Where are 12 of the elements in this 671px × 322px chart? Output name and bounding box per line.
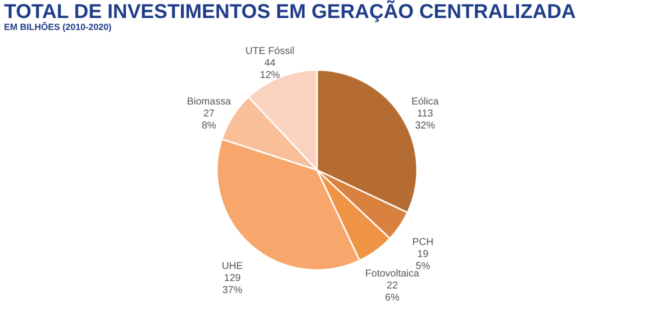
slice-label: PCH <box>412 236 434 248</box>
slice-label: Biomassa <box>186 96 232 108</box>
data-label: 113 32% <box>415 108 436 132</box>
chart-title: TOTAL DE INVESTIMENTOS EM GERAÇÃO CENTRALIZADA <box>4 0 576 23</box>
slice-label: UHE <box>222 261 244 272</box>
data-label: 22 6% <box>385 280 400 304</box>
text: EM BILHÕES (2010-2020) <box>4 21 112 32</box>
data-label: 129 37% <box>222 273 242 296</box>
data-label: 27 8% <box>202 108 216 132</box>
slice-label: Eólica <box>411 96 440 108</box>
slice-label: UTE Fóssil <box>245 46 294 57</box>
data-label: 44 12% <box>260 58 280 81</box>
